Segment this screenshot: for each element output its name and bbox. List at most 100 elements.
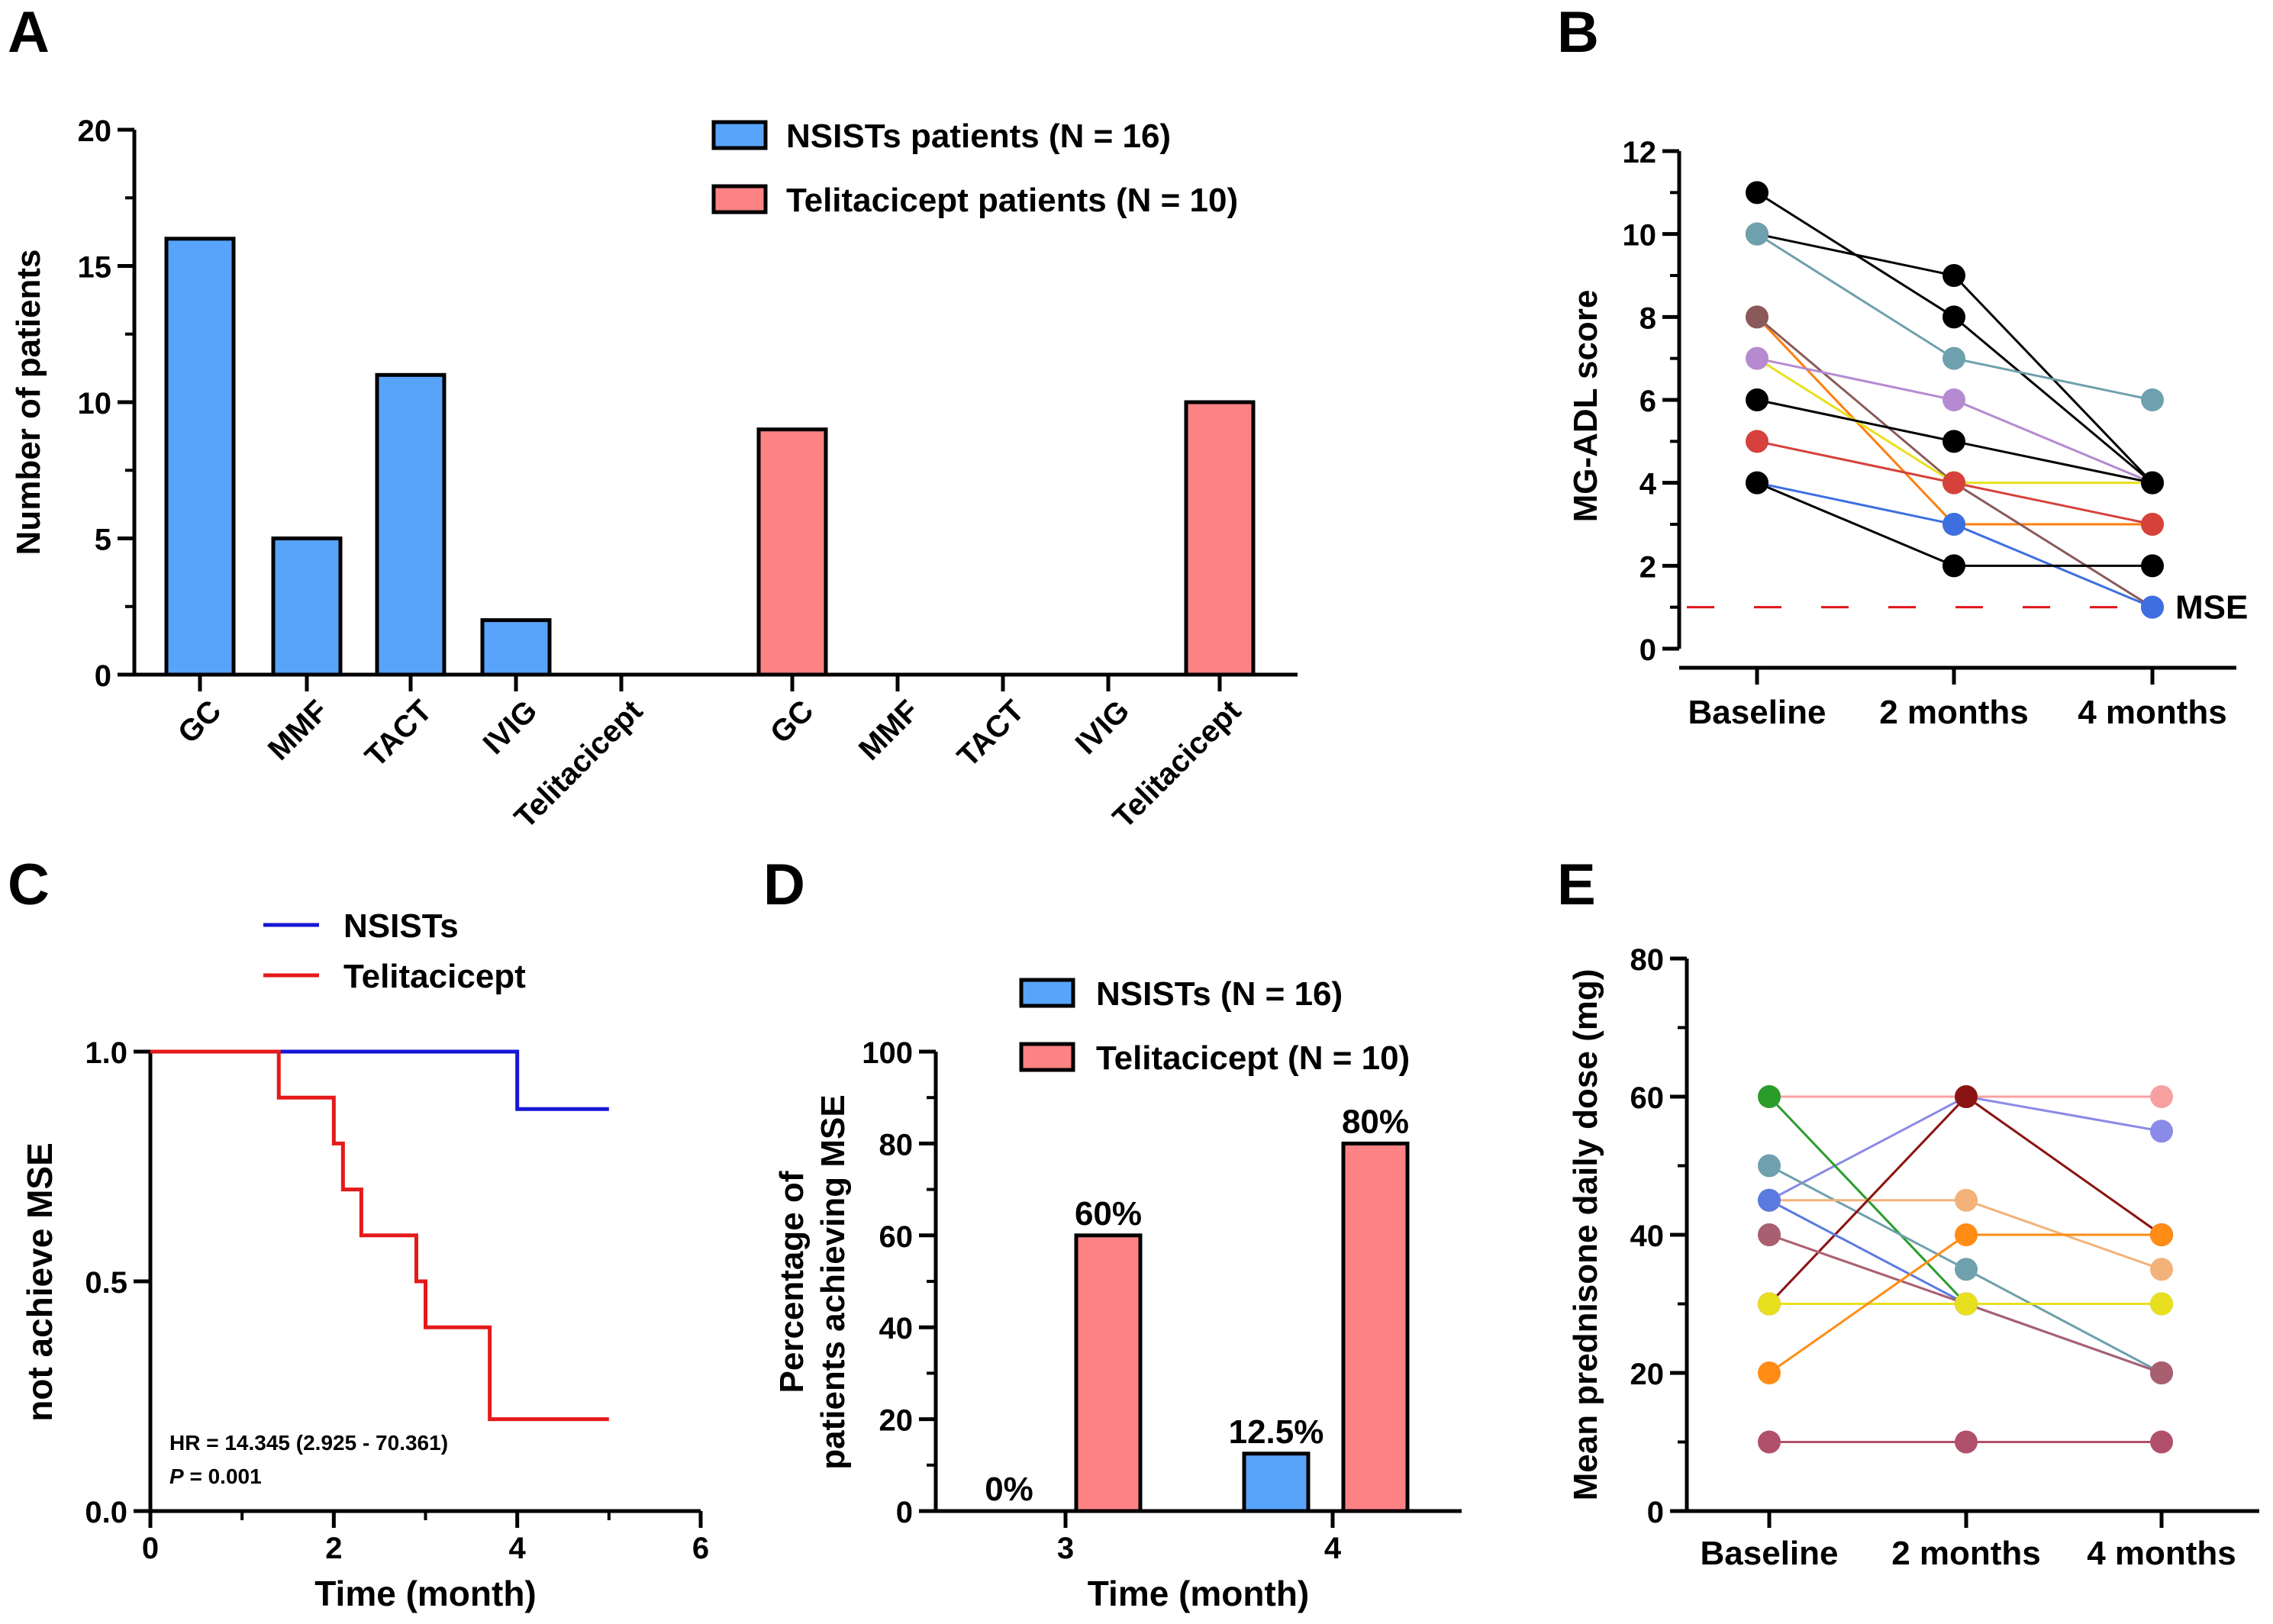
c-p-annotation: P = 0.001 [169,1464,262,1488]
panel-c-chart: 0.0 0.5 1.0 0 2 4 6 Time (month) not achieve MSE… [20,907,709,1613]
c-legend-label: NSISTs [343,907,459,945]
e-point [2150,1085,2173,1108]
e-point [1955,1223,1978,1246]
c-y-tick-label: 0.0 [85,1496,127,1529]
c-x-tick-label: 2 [325,1532,342,1565]
d-y-tick-label: 20 [879,1404,914,1438]
d-bar [1242,1452,1311,1513]
a-x-tick-label: MMF [853,694,926,767]
a-y-tick-label: 5 [95,524,111,557]
e-point [1955,1258,1978,1281]
b-point [2141,471,2164,495]
e-point [1955,1430,1978,1454]
a-bar [164,237,236,677]
b-point [1746,222,1768,246]
c-survival-curve [150,1049,609,1111]
d-bar [1341,1141,1410,1513]
e-point [1955,1085,1978,1108]
d-y-axis-title-line2: patients achieving MSE [814,1094,852,1469]
d-bar-label: 60% [1075,1195,1142,1232]
e-point [2150,1223,2173,1246]
d-y-tick-label: 0 [896,1496,913,1529]
b-point [1746,181,1768,205]
d-y-axis-title-line1: Percentage of [773,1171,811,1393]
b-y-tick-label: 4 [1639,468,1657,501]
b-point [1943,305,1965,329]
b-point [1746,346,1768,370]
e-x-tick-label: 4 months [2087,1535,2236,1572]
a-bar [480,618,552,677]
a-legend-label: NSISTs patients (N = 16) [786,118,1171,155]
d-legend-swatch [1019,978,1075,1008]
e-series-line [1768,1095,2162,1202]
c-y-axis-title: not achieve MSE [20,1142,60,1422]
e-point [1758,1430,1781,1454]
e-y-tick-label: 0 [1647,1496,1664,1529]
b-point [1746,471,1768,495]
b-x-tick-label: 4 months [2078,694,2227,731]
b-y-tick-label: 8 [1639,301,1656,335]
c-y-tick-label: 1.0 [85,1036,127,1070]
c-x-tick-label: 4 [509,1532,527,1565]
a-bar [1184,400,1256,677]
a-x-tick-label: TACT [951,694,1030,773]
d-bar-label: 12.5% [1229,1413,1324,1451]
d-x-tick-label: 4 [1324,1532,1342,1565]
e-point [2150,1430,2173,1454]
c-x-axis-title: Time (month) [314,1574,536,1613]
panel-label-a: A [8,0,50,65]
b-point [1943,388,1965,411]
e-point [2150,1361,2173,1384]
a-legend-swatch [711,184,768,214]
c-p-value: = 0.001 [184,1464,262,1488]
c-y-tick-label: 0.5 [85,1266,127,1300]
b-point [2141,388,2164,411]
d-x-tick-label: 3 [1057,1532,1074,1565]
b-y-tick-label: 2 [1639,550,1656,584]
panel-label-e: E [1557,852,1596,917]
e-point [1955,1188,1978,1212]
d-legend-swatch [1019,1042,1075,1072]
panel-label-b: B [1557,0,1599,65]
e-x-tick-label: 2 months [1891,1535,2041,1572]
e-y-tick-label: 80 [1630,943,1665,977]
b-point [1746,305,1768,329]
e-point [2150,1292,2173,1316]
panel-b-chart: 0 2 4 6 8 10 12 MG-ADL score Baseline 2 months 4 m… [1567,136,2248,731]
e-y-tick-label: 60 [1630,1081,1665,1115]
b-y-tick-label: 12 [1623,136,1657,169]
a-x-tick-label: IVIG [477,694,544,761]
e-point [1758,1223,1781,1246]
panel-label-c: C [8,852,50,917]
a-legend-swatch [711,120,768,150]
e-x-tick-label: Baseline [1701,1535,1839,1572]
d-y-tick-label: 80 [879,1128,914,1162]
c-x-tick-label: 6 [692,1532,709,1565]
a-legend-label: Telitacicept patients (N = 10) [786,182,1238,219]
b-x-tick-label: Baseline [1688,694,1826,731]
a-x-tick-label: IVIG [1069,694,1136,761]
b-point [1943,554,1965,578]
d-legend-label: NSISTs (N = 16) [1096,975,1343,1013]
b-point [2141,595,2164,619]
b-point [1943,264,1965,287]
c-p-symbol: P [169,1464,184,1488]
a-x-tick-label: GC [764,694,821,750]
b-point [2141,513,2164,536]
b-x-tick-label: 2 months [1879,694,2029,731]
e-point [1758,1292,1781,1316]
b-point [1943,430,1965,453]
d-bar [1074,1233,1143,1513]
e-y-tick-label: 20 [1630,1358,1665,1391]
c-x-tick-label: 0 [142,1532,159,1565]
a-y-tick-label: 10 [78,387,112,420]
e-point [2150,1258,2173,1281]
d-bar-label: 80% [1342,1103,1409,1140]
b-threshold-label: MSE [2175,589,2248,627]
b-y-tick-label: 6 [1639,385,1656,418]
c-survival-curve [150,1049,609,1422]
d-legend-label: Telitacicept (N = 10) [1096,1039,1410,1077]
e-y-axis-title: Mean prednisone daily dose (mg) [1567,969,1604,1501]
e-point [1758,1361,1781,1384]
a-y-tick-label: 15 [78,251,112,285]
